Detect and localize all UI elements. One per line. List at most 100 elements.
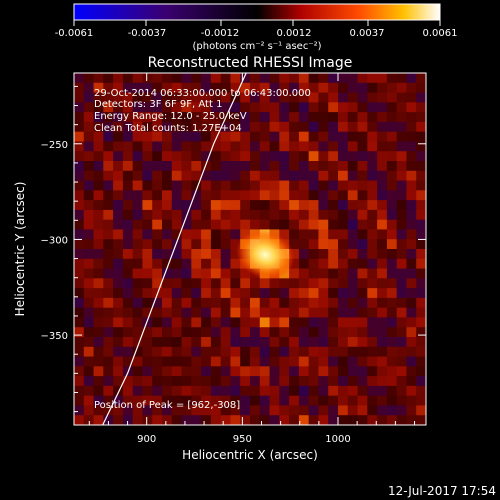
heatmap-cell	[416, 219, 426, 230]
heatmap-cell	[289, 229, 300, 240]
heatmap-cell	[396, 229, 407, 240]
heatmap-cell	[181, 161, 192, 172]
heatmap-cell	[250, 307, 261, 318]
heatmap-cell	[230, 209, 241, 221]
heatmap-cell	[338, 170, 349, 181]
heatmap-cell	[289, 190, 300, 201]
heatmap-cell	[269, 356, 280, 367]
heatmap-cell	[328, 161, 339, 172]
heatmap-cell	[406, 141, 417, 152]
heatmap-cell	[289, 73, 300, 84]
colorbar-tick-label: 0.0037	[350, 28, 385, 39]
heatmap-cell	[406, 415, 417, 425]
heatmap-cell	[338, 151, 349, 162]
heatmap-cell	[318, 112, 329, 123]
heatmap-cell	[367, 92, 378, 103]
heatmap-cell	[396, 102, 407, 113]
heatmap-cell	[396, 92, 407, 103]
heatmap-cell	[396, 337, 407, 348]
heatmap-cell	[103, 327, 114, 338]
heatmap-cell	[259, 405, 270, 416]
info-energy-range: Energy Range: 12.0 - 25.0 keV	[94, 111, 247, 122]
heatmap-cell	[142, 82, 153, 93]
heatmap-cell	[191, 356, 202, 367]
heatmap-cell	[162, 268, 173, 279]
heatmap-cell	[396, 219, 407, 230]
heatmap-cell	[201, 73, 212, 84]
heatmap-cell	[122, 395, 134, 406]
heatmap-cell	[113, 307, 124, 318]
heatmap-cell	[289, 258, 300, 269]
heatmap-cell	[152, 131, 163, 142]
heatmap-cell	[377, 317, 388, 328]
heatmap-cell	[142, 376, 153, 387]
heatmap-cell	[416, 229, 426, 240]
heatmap-cell	[406, 366, 417, 377]
heatmap-cell	[386, 131, 398, 142]
heatmap-cell	[289, 200, 300, 211]
heatmap-cell	[406, 161, 417, 172]
heatmap-cell	[338, 337, 349, 348]
heatmap-cell	[279, 73, 290, 84]
y-tick-label: −250	[41, 140, 68, 151]
heatmap-cell	[210, 141, 222, 152]
heatmap-cell	[396, 161, 407, 172]
heatmap-cell	[162, 131, 173, 142]
heatmap-cell	[259, 161, 270, 172]
solar-limb-curve	[102, 73, 247, 425]
heatmap-cell	[132, 239, 143, 250]
heatmap-cell	[406, 297, 417, 309]
heatmap-cell	[103, 200, 114, 211]
heatmap-cell	[279, 131, 290, 142]
heatmap-cell	[93, 249, 104, 260]
heatmap-cell	[318, 200, 329, 211]
heatmap-cell	[259, 288, 270, 299]
heatmap-cell	[113, 278, 124, 289]
heatmap-cell	[289, 405, 300, 416]
heatmap-cell	[171, 385, 182, 397]
heatmap-cell	[377, 356, 388, 367]
heatmap-cell	[152, 317, 163, 328]
heatmap-cell	[377, 376, 388, 387]
heatmap-cell	[318, 366, 329, 377]
heatmap-cell	[347, 200, 358, 211]
heatmap-cell	[318, 239, 329, 250]
colorbar-tick-label: -0.0037	[128, 28, 167, 39]
heatmap-cell	[201, 121, 212, 133]
heatmap-cell	[377, 278, 388, 289]
heatmap-cell	[269, 327, 280, 338]
heatmap-cell	[338, 190, 349, 201]
heatmap-cell	[269, 278, 280, 289]
heatmap-cell	[83, 170, 94, 181]
heatmap-cell	[377, 249, 388, 260]
heatmap-cell	[338, 307, 349, 318]
heatmap-cell	[230, 395, 241, 406]
heatmap-cell	[377, 131, 388, 142]
heatmap-cell	[191, 229, 202, 240]
heatmap-cell	[181, 73, 192, 84]
heatmap-cell	[162, 180, 173, 191]
heatmap-cell	[347, 395, 358, 406]
heatmap-cell	[318, 73, 329, 84]
heatmap-cell	[142, 268, 153, 279]
heatmap-cell	[191, 297, 202, 309]
heatmap-cell	[357, 121, 368, 133]
heatmap-cell	[171, 376, 182, 387]
heatmap-cell	[93, 200, 104, 211]
heatmap-cell	[113, 268, 124, 279]
heatmap-cell	[240, 92, 251, 103]
heatmap-cell	[210, 297, 222, 309]
heatmap-cell	[240, 405, 251, 416]
colorbar-tick-label: 0.0012	[277, 28, 312, 39]
heatmap-cell	[328, 278, 339, 289]
heatmap-cell	[152, 337, 163, 348]
heatmap-cell	[416, 200, 426, 211]
heatmap-cell	[338, 278, 349, 289]
heatmap-cell	[250, 121, 261, 133]
heatmap-cell	[132, 249, 143, 260]
heatmap-cell	[250, 112, 261, 123]
heatmap-cell	[142, 327, 153, 338]
heatmap-cell	[152, 170, 163, 181]
heatmap-cell	[113, 317, 124, 328]
heatmap-cell	[220, 297, 231, 309]
